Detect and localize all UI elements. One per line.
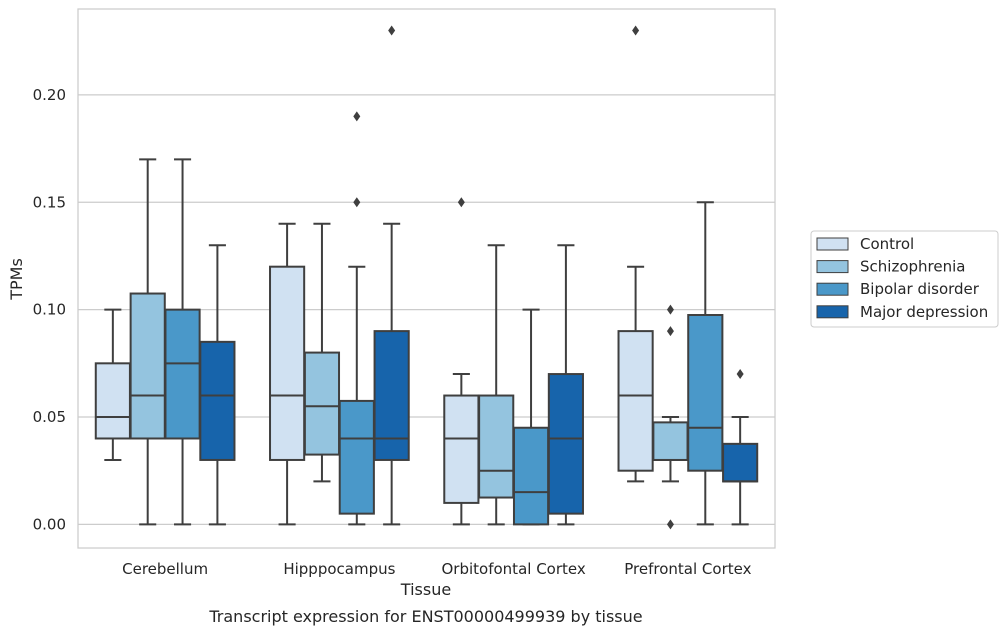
box-iqr [129, 292, 166, 440]
box-bipolar-disorder [338, 111, 375, 526]
x-axis-label: Tissue [400, 580, 451, 599]
outlier-point [353, 197, 361, 208]
box-major-depression [722, 369, 759, 526]
x-tick-label: Cerebellum [122, 560, 208, 578]
box-schizophrenia [303, 222, 341, 483]
y-tick-label: 0.05 [33, 408, 66, 426]
box-major-depression [199, 244, 236, 526]
y-tick-label: 0.20 [33, 86, 66, 104]
legend-swatch [816, 260, 849, 274]
outlier-point [736, 369, 744, 380]
x-tick-labels: Cerebellum Hipppocampus Orbitofontal Corte… [122, 560, 751, 578]
box-major-depression [373, 25, 410, 526]
box-iqr [722, 442, 759, 483]
legend-swatch [816, 237, 849, 251]
box-control [94, 308, 131, 461]
box-major-depression [547, 244, 584, 526]
box-control [617, 25, 654, 483]
legend-frame [810, 230, 999, 328]
outlier-point [666, 326, 674, 337]
box-iqr [164, 308, 201, 440]
box-schizophrenia [478, 244, 515, 526]
box-control [269, 222, 306, 526]
box-iqr [547, 373, 584, 515]
y-tick-label: 0.10 [33, 301, 66, 319]
plot-frame [77, 8, 776, 549]
box-control [443, 197, 480, 526]
x-tick-label: Orbitofontal Cortex [442, 560, 586, 578]
legend: Control Schizophrenia Bipolar disorder Majo… [810, 230, 999, 328]
box-iqr [199, 340, 236, 461]
box-bipolar-disorder [687, 201, 724, 526]
outlier-point [388, 25, 396, 36]
chart-caption: Transcript expression for ENST0000049993… [208, 607, 642, 626]
legend-label: Bipolar disorder [860, 280, 980, 298]
outlier-point [632, 25, 640, 36]
legend-label: Control [860, 235, 914, 253]
box-iqr [617, 330, 654, 472]
outlier-point [457, 197, 465, 208]
box-iqr [512, 426, 550, 526]
box-iqr [687, 314, 724, 472]
box-groups [94, 25, 759, 530]
y-tick-label: 0.00 [33, 515, 66, 533]
outlier-point [353, 111, 361, 122]
y-axis-label: TPMs [7, 258, 26, 301]
box-iqr [338, 399, 375, 515]
y-tick-label: 0.15 [33, 193, 66, 211]
box-iqr [373, 330, 410, 461]
box-iqr [478, 394, 515, 499]
legend-label: Major depression [860, 303, 988, 321]
box-iqr [269, 265, 306, 461]
x-tick-label: Hipppocampus [283, 560, 395, 578]
y-tick-labels: 0.00 0.05 0.10 0.15 0.20 [33, 86, 66, 533]
outlier-point [666, 519, 674, 530]
legend-swatch [816, 305, 849, 319]
box-iqr [443, 394, 480, 504]
outlier-point [666, 304, 674, 315]
legend-label: Schizophrenia [860, 258, 965, 276]
box-bipolar-disorder [164, 158, 201, 526]
x-tick-label: Prefrontal Cortex [624, 560, 751, 578]
box-iqr [652, 421, 689, 461]
box-iqr [94, 362, 131, 440]
legend-swatch [816, 282, 849, 296]
box-iqr [303, 351, 341, 456]
